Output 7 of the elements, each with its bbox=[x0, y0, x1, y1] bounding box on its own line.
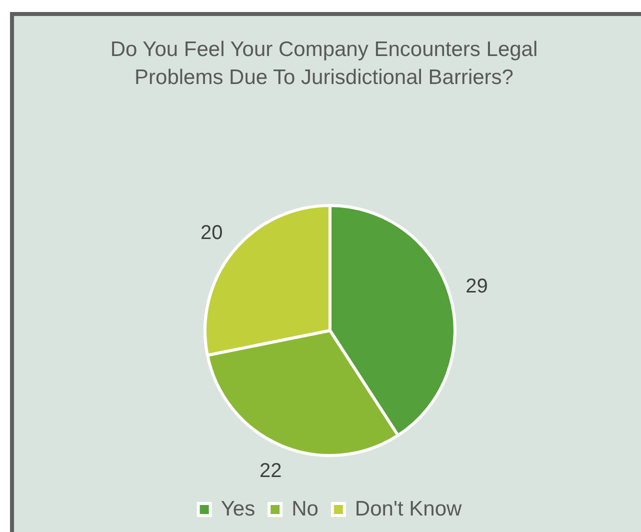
chart-title: Do You Feel Your Company Encounters Legal Problems Due To Jurisdictional Barriers? bbox=[109, 37, 539, 91]
legend-label: Yes bbox=[220, 497, 256, 520]
legend-label: No bbox=[292, 497, 318, 520]
data-label: 20 bbox=[200, 222, 223, 244]
legend-label: Don't Know bbox=[354, 497, 462, 520]
data-label: 22 bbox=[260, 460, 282, 482]
data-label: 29 bbox=[466, 276, 488, 298]
